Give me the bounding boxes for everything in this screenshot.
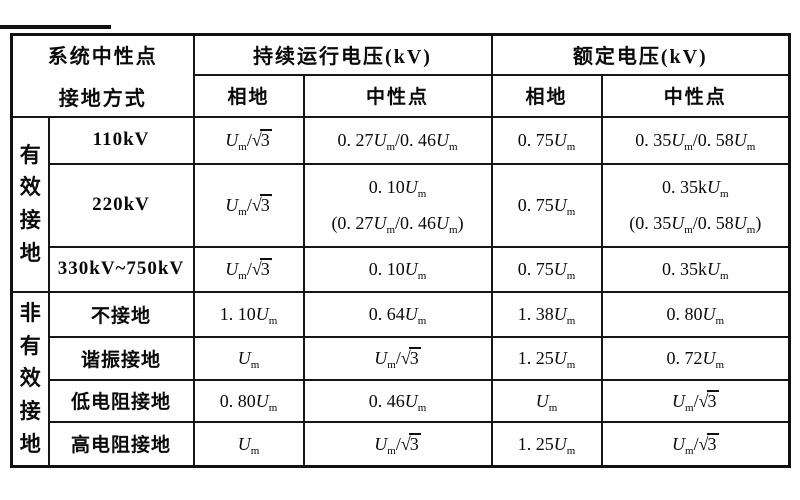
- subheader-cont-phase-ground: 相地: [192, 73, 305, 118]
- cell-resonant-rated-phase: 1. 25Um: [490, 335, 603, 381]
- cell-lowres-rated-phase: Um: [490, 378, 603, 423]
- cell-220kv-cont-phase: Um/√3: [192, 162, 305, 248]
- cell-330kv-rated-phase: 0. 75Um: [490, 245, 603, 293]
- cell-resonant-cont-neutral: Um/√3: [302, 335, 493, 381]
- cell-resonant-cont-phase: Um: [192, 335, 305, 381]
- row-label-high-resistance: 高电阻接地: [47, 420, 195, 468]
- header-grounding-line1: 系统中性点: [47, 46, 158, 69]
- cell-highres-rated-phase: 1. 25Um: [490, 420, 603, 468]
- cell-resonant-rated-neutral: 0. 72Um: [600, 335, 791, 381]
- header-grounding-method-cell: 系统中性点 接地方式: [10, 33, 195, 118]
- cell-ungrounded-cont-phase: 1. 10Um: [192, 290, 305, 338]
- cell-ungrounded-rated-phase: 1. 38Um: [490, 290, 603, 338]
- header-continuous-voltage: 持续运行电压(kV): [192, 33, 493, 76]
- cell-lowres-rated-neutral: Um/√3: [600, 378, 791, 423]
- table-row: 非有效接地 不接地 1. 10Um 0. 64Um 1. 38Um 0. 80U…: [10, 290, 791, 468]
- group-label-effective-grounding: 有效接地: [10, 115, 50, 293]
- row-label-low-resistance: 低电阻接地: [47, 378, 195, 423]
- cell-highres-cont-phase: Um: [192, 420, 305, 468]
- header-rated-voltage: 额定电压(kV): [490, 33, 791, 76]
- row-label-110kv: 110kV: [47, 115, 195, 165]
- table-row: 谐振接地 Um Um/√3 1. 25Um 0. 72Um: [12, 335, 791, 381]
- cell-ungrounded-rated-neutral: 0. 80Um: [600, 290, 791, 338]
- subheader-cont-neutral: 中性点: [302, 73, 493, 118]
- subheader-rated-neutral: 中性点: [600, 73, 791, 118]
- row-label-330-750kv: 330kV~750kV: [47, 245, 195, 293]
- scan-artifact-line: [0, 25, 111, 29]
- table-row: 220kV Um/√3 0. 10Um (0. 27Um/0. 46Um) 0. …: [12, 162, 791, 248]
- table-row: 330kV~750kV Um/√3 0. 10Um 0. 75Um 0. 35k…: [12, 245, 791, 293]
- cell-lowres-cont-neutral: 0. 46Um: [302, 378, 493, 423]
- header-grounding-line2: 接地方式: [58, 88, 147, 111]
- cell-330kv-cont-neutral: 0. 10Um: [302, 245, 493, 293]
- row-label-220kv: 220kV: [47, 162, 195, 248]
- row-label-resonant: 谐振接地: [47, 335, 195, 381]
- cell-110kv-cont-neutral: 0. 27Um/0. 46Um: [302, 115, 493, 165]
- table-row: 高电阻接地 Um Um/√3 1. 25Um Um/√3: [12, 420, 791, 468]
- cell-330kv-rated-neutral: 0. 35kUm: [600, 245, 791, 293]
- subheader-rated-phase-ground: 相地: [490, 73, 603, 118]
- cell-ungrounded-cont-neutral: 0. 64Um: [302, 290, 493, 338]
- cell-lowres-cont-phase: 0. 80Um: [192, 378, 305, 423]
- cell-highres-rated-neutral: Um/√3: [600, 420, 791, 468]
- cell-220kv-rated-phase: 0. 75Um: [490, 162, 603, 248]
- cell-110kv-cont-phase: Um/√3: [192, 115, 305, 165]
- table-row: 低电阻接地 0. 80Um 0. 46Um Um Um/√3: [12, 378, 791, 423]
- cell-220kv-cont-neutral: 0. 10Um (0. 27Um/0. 46Um): [302, 162, 493, 248]
- cell-220kv-rated-neutral: 0. 35kUm (0. 35Um/0. 58Um): [600, 162, 791, 248]
- voltage-table: 系统中性点 接地方式 持续运行电压(kV) 额定电压(kV) 相地 中性点 相地…: [10, 33, 792, 468]
- cell-highres-cont-neutral: Um/√3: [302, 420, 493, 468]
- row-label-ungrounded: 不接地: [47, 290, 195, 338]
- group-label-non-effective-grounding: 非有效接地: [10, 290, 50, 468]
- cell-110kv-rated-neutral: 0. 35Um/0. 58Um: [600, 115, 791, 165]
- cell-110kv-rated-phase: 0. 75Um: [490, 115, 603, 165]
- table-row: 有效接地 110kV Um/√3 0. 27Um/0. 46Um 0. 75Um…: [10, 115, 791, 293]
- cell-330kv-cont-phase: Um/√3: [192, 245, 305, 293]
